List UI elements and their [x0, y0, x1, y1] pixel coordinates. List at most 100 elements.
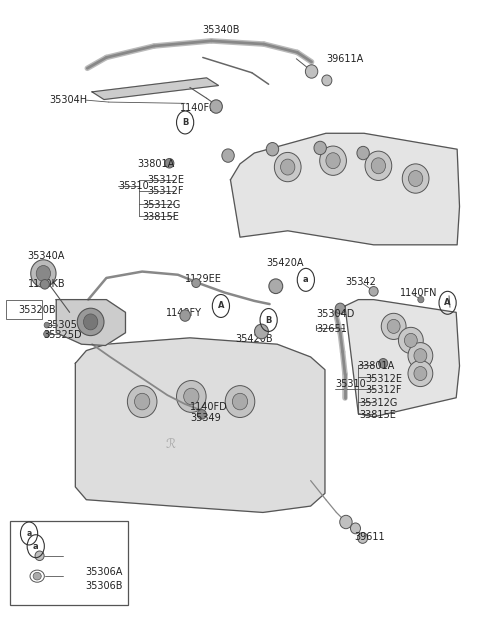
Ellipse shape: [365, 151, 392, 180]
Ellipse shape: [340, 515, 352, 529]
Ellipse shape: [281, 159, 295, 175]
Polygon shape: [56, 300, 125, 346]
Text: B: B: [265, 316, 272, 324]
Ellipse shape: [369, 287, 378, 296]
Ellipse shape: [418, 296, 424, 303]
Ellipse shape: [192, 278, 200, 287]
Ellipse shape: [44, 331, 50, 337]
Text: 33801A: 33801A: [357, 361, 394, 371]
Ellipse shape: [40, 280, 49, 289]
Text: 33815E: 33815E: [360, 410, 396, 420]
Ellipse shape: [232, 394, 248, 410]
Text: 1140FN: 1140FN: [400, 287, 437, 298]
Ellipse shape: [320, 146, 347, 175]
Ellipse shape: [44, 322, 49, 328]
Text: 35340B: 35340B: [202, 25, 240, 35]
Text: A: A: [217, 301, 224, 310]
Ellipse shape: [31, 260, 56, 287]
Text: 35312E: 35312E: [365, 374, 402, 383]
Ellipse shape: [254, 324, 268, 339]
Text: a: a: [26, 529, 32, 538]
Polygon shape: [345, 300, 459, 417]
Text: 35304D: 35304D: [316, 308, 355, 319]
Text: B: B: [182, 118, 188, 127]
Text: A: A: [444, 298, 451, 307]
Ellipse shape: [197, 410, 206, 419]
Ellipse shape: [210, 100, 222, 113]
Text: 1129EE: 1129EE: [185, 273, 222, 284]
Ellipse shape: [335, 303, 345, 314]
Bar: [6, 300, 42, 319]
Text: 1140FD: 1140FD: [190, 403, 228, 412]
Ellipse shape: [402, 164, 429, 193]
Ellipse shape: [314, 141, 326, 155]
Ellipse shape: [371, 158, 385, 173]
Ellipse shape: [381, 314, 406, 339]
Bar: [10, 521, 128, 605]
Ellipse shape: [408, 342, 433, 369]
Text: 35304H: 35304H: [49, 95, 87, 105]
Text: 35340A: 35340A: [28, 252, 65, 261]
Ellipse shape: [414, 367, 427, 381]
Ellipse shape: [266, 143, 279, 156]
Text: 35420A: 35420A: [266, 258, 304, 268]
Ellipse shape: [165, 159, 174, 168]
Text: 35312G: 35312G: [142, 200, 180, 211]
Text: 39611A: 39611A: [326, 54, 363, 64]
Text: 35306B: 35306B: [85, 581, 122, 591]
Ellipse shape: [305, 65, 318, 78]
Text: 33815E: 33815E: [142, 212, 179, 223]
Ellipse shape: [77, 308, 104, 335]
Ellipse shape: [180, 310, 191, 321]
Ellipse shape: [222, 149, 234, 163]
Text: a: a: [303, 275, 309, 284]
Ellipse shape: [36, 266, 50, 282]
Ellipse shape: [184, 388, 199, 404]
Text: a: a: [33, 541, 38, 550]
Text: 35349: 35349: [190, 413, 221, 423]
Ellipse shape: [322, 75, 332, 86]
Ellipse shape: [127, 386, 157, 417]
Polygon shape: [75, 338, 325, 513]
Ellipse shape: [33, 572, 41, 580]
Ellipse shape: [84, 314, 98, 330]
Text: 1140KB: 1140KB: [28, 278, 65, 289]
Text: ℛ: ℛ: [166, 438, 176, 451]
Text: 35310: 35310: [118, 180, 149, 191]
Ellipse shape: [357, 147, 369, 160]
Ellipse shape: [398, 327, 423, 353]
Text: 39611: 39611: [355, 532, 385, 541]
Ellipse shape: [275, 152, 301, 182]
Polygon shape: [92, 78, 218, 100]
Polygon shape: [230, 133, 459, 245]
Text: 35312F: 35312F: [365, 385, 402, 395]
Ellipse shape: [408, 360, 433, 387]
Text: 35320B: 35320B: [18, 305, 56, 315]
Ellipse shape: [177, 381, 206, 412]
Ellipse shape: [35, 551, 44, 561]
Ellipse shape: [269, 279, 283, 294]
Ellipse shape: [387, 319, 400, 333]
Ellipse shape: [414, 349, 427, 363]
Text: 35305: 35305: [47, 320, 78, 330]
Text: 32651: 32651: [316, 324, 347, 334]
Text: 35312E: 35312E: [147, 175, 184, 185]
Text: 35342: 35342: [345, 276, 376, 287]
Text: 35312G: 35312G: [360, 398, 398, 408]
Text: 35420B: 35420B: [235, 334, 273, 344]
Text: 1140FN: 1140FN: [180, 103, 218, 113]
Text: 35325D: 35325D: [43, 330, 82, 340]
Ellipse shape: [408, 171, 423, 186]
Ellipse shape: [326, 153, 340, 169]
Text: 35312F: 35312F: [147, 186, 183, 196]
Ellipse shape: [350, 523, 360, 534]
Text: 1140FY: 1140FY: [166, 308, 202, 318]
Ellipse shape: [358, 532, 368, 543]
Text: 33801A: 33801A: [137, 159, 175, 169]
Text: 35310: 35310: [336, 380, 366, 389]
Ellipse shape: [379, 358, 388, 368]
Ellipse shape: [405, 333, 417, 348]
Text: 35306A: 35306A: [85, 566, 122, 577]
Ellipse shape: [225, 386, 255, 417]
Ellipse shape: [134, 394, 150, 410]
